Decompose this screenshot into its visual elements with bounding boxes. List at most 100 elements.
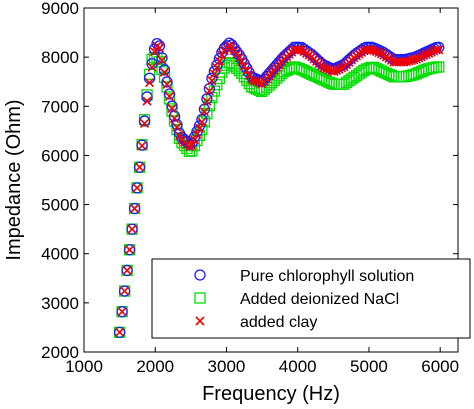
- plot-frame: [83, 7, 459, 353]
- data-point-x: [252, 77, 262, 87]
- data-point-x: [154, 43, 165, 53]
- data-point-circle: [153, 40, 166, 52]
- data-point-circle: [146, 58, 158, 70]
- data-point-x: [192, 129, 202, 139]
- series-x-points: [115, 41, 444, 337]
- data-point-circle: [156, 52, 168, 64]
- x-tick-label: 4000: [279, 357, 317, 376]
- data-point-x: [204, 86, 214, 96]
- data-point-circle: [131, 182, 143, 194]
- data-point-x: [117, 307, 127, 317]
- data-point-x: [167, 103, 177, 114]
- data-point-x: [242, 66, 252, 76]
- data-point-circle: [126, 223, 138, 235]
- legend-entry-label: Added deionized NaCl: [240, 291, 399, 308]
- data-point-x: [237, 57, 247, 67]
- data-point-x: [334, 64, 344, 74]
- data-point-circle: [128, 202, 141, 215]
- data-point-x: [434, 45, 444, 55]
- data-point-circle: [221, 40, 233, 52]
- data-point-x: [319, 63, 329, 73]
- data-point-x: [414, 53, 424, 63]
- x-tick-label: 2000: [136, 357, 174, 376]
- y-axis-ticks: 2000 3000 4000 5000 6000 7000 8000 9000: [41, 0, 458, 362]
- data-point-x: [419, 51, 429, 61]
- data-point-x: [329, 66, 339, 77]
- x-tick-label: 3000: [208, 357, 246, 376]
- data-point-x: [174, 131, 185, 141]
- data-point-x: [294, 45, 304, 55]
- data-point-x: [239, 61, 249, 71]
- data-point-x: [331, 65, 342, 75]
- data-point-x: [137, 141, 147, 151]
- data-point-x: [162, 79, 172, 89]
- data-point-x: [426, 47, 436, 57]
- data-point-x: [172, 122, 182, 132]
- legend-marker-circle: [194, 269, 206, 281]
- data-point-circle: [158, 64, 171, 76]
- data-point-x: [187, 141, 197, 151]
- data-point-x: [409, 55, 419, 65]
- data-point-square: [161, 81, 173, 93]
- data-point-x: [147, 62, 157, 72]
- data-point-x: [371, 47, 381, 57]
- data-point-circle: [163, 88, 176, 100]
- y-tick-label: 8000: [41, 48, 79, 67]
- x-tick-label: 5000: [350, 357, 388, 376]
- legend-marker-x: [195, 316, 205, 326]
- data-point-circle: [136, 139, 148, 151]
- data-point-x: [424, 48, 434, 58]
- data-point-square: [163, 93, 176, 105]
- data-point-circle: [123, 244, 136, 256]
- data-point-x: [374, 48, 384, 58]
- data-point-x: [125, 245, 135, 255]
- legend: Pure chlorophyll solution Added deionized…: [151, 258, 471, 339]
- data-point-x: [135, 162, 145, 172]
- data-point-x: [199, 107, 209, 117]
- data-point-circle: [113, 326, 126, 338]
- data-point-circle: [118, 285, 131, 297]
- data-point-x: [120, 286, 130, 296]
- data-point-x: [130, 203, 140, 214]
- data-point-circle: [133, 161, 146, 173]
- legend-entry-label: added clay: [240, 314, 317, 331]
- data-point-x: [336, 63, 347, 73]
- data-point-x: [144, 78, 155, 88]
- data-point-circle: [206, 72, 218, 84]
- data-point-circle: [161, 76, 173, 88]
- y-tick-label: 6000: [41, 146, 79, 165]
- y-tick-label: 4000: [41, 245, 79, 264]
- data-point-circle: [138, 115, 151, 127]
- data-point-x: [122, 265, 132, 275]
- data-point-x: [212, 62, 222, 73]
- x-axis-label: Frequency (Hz): [202, 383, 340, 405]
- data-point-x: [115, 327, 125, 337]
- data-point-x: [249, 76, 259, 86]
- data-point-x: [202, 96, 212, 106]
- data-point-circle: [166, 100, 178, 112]
- data-point-x: [139, 118, 150, 129]
- data-markers: [113, 37, 445, 338]
- data-point-x: [159, 67, 170, 77]
- data-point-x: [169, 114, 180, 124]
- data-point-x: [184, 142, 194, 152]
- data-point-x: [209, 69, 219, 79]
- data-point-x: [214, 56, 224, 66]
- data-point-circle: [211, 59, 223, 71]
- data-point-x: [369, 45, 379, 55]
- data-point-circle: [213, 53, 226, 65]
- data-point-x: [197, 117, 207, 127]
- data-point-circle: [121, 264, 133, 277]
- data-point-x: [411, 54, 421, 64]
- data-point-x: [164, 91, 175, 102]
- data-point-x: [376, 49, 386, 59]
- data-point-x: [207, 76, 217, 86]
- y-tick-label: 2000: [41, 343, 79, 362]
- x-axis-ticks: 1000 2000 3000 4000 5000 6000: [65, 8, 459, 376]
- y-tick-label: 9000: [41, 0, 79, 18]
- y-tick-label: 7000: [41, 97, 79, 116]
- x-tick-label: 1000: [65, 357, 103, 376]
- data-point-x: [421, 49, 431, 60]
- data-point-x: [132, 183, 142, 193]
